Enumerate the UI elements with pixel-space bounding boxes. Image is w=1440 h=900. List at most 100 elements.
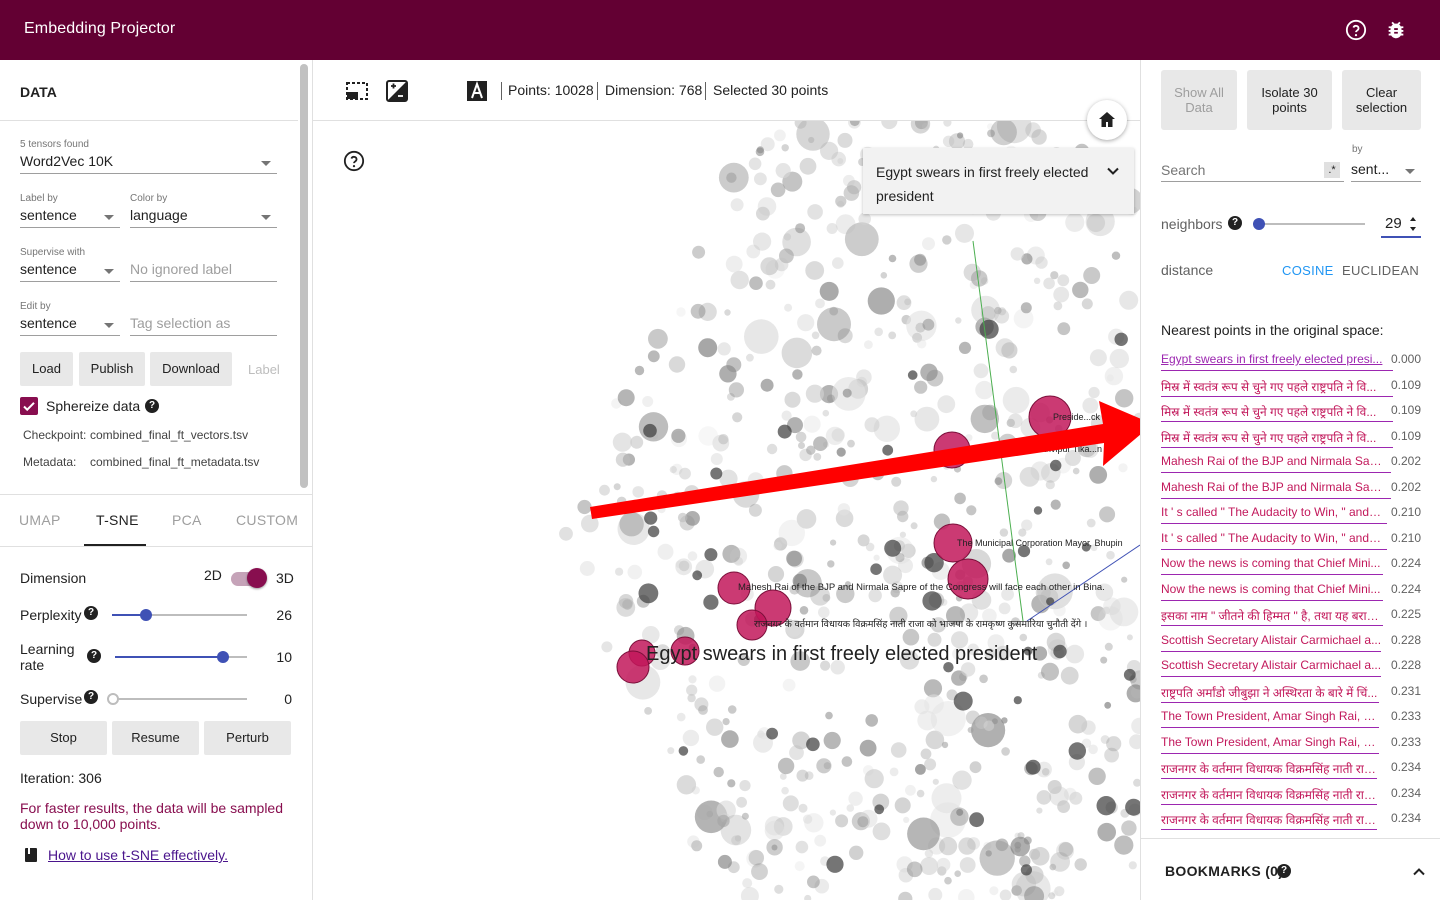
supervise-slider[interactable] <box>113 698 247 700</box>
chevron-up-icon[interactable] <box>1412 865 1426 879</box>
search-input[interactable]: Search <box>1161 160 1344 182</box>
scatter-plot[interactable]: Preside...ck O ...rthvipur Tika...n Co The… <box>313 121 1140 900</box>
contrast-icon[interactable] <box>425 79 449 103</box>
cosine-button[interactable]: COSINE <box>1282 263 1334 278</box>
select-rect-icon[interactable] <box>345 79 369 103</box>
nearest-point-row[interactable]: Now the news is coming that Chief Mini..… <box>1161 580 1421 606</box>
show-all-data-button[interactable]: Show All Data <box>1161 70 1237 130</box>
tensor-select[interactable]: Word2Vec 10K <box>20 150 277 174</box>
data-point <box>811 345 822 356</box>
tag-selection-input[interactable]: Tag selection as <box>130 312 277 336</box>
nearest-point-label[interactable]: इसका नाम " जीतने की हिम्मत " है, तथा यह … <box>1161 609 1383 623</box>
search-by-select[interactable]: sent... <box>1351 158 1421 182</box>
label-by-select[interactable]: sentence <box>20 204 120 228</box>
bookmarks-panel[interactable]: BOOKMARKS (0) ? <box>1141 838 1440 900</box>
nearest-point-label[interactable]: The Town President, Amar Singh Rai, Vi..… <box>1161 709 1383 723</box>
nearest-point-label[interactable]: Scottish Secretary Alistair Carmichael a… <box>1161 632 1382 647</box>
clear-selection-button[interactable]: Clear selection <box>1342 70 1421 130</box>
nearest-point-label[interactable]: Egypt swears in first freely elected pre… <box>1161 352 1383 366</box>
perplexity-slider[interactable] <box>112 614 247 616</box>
load-button[interactable]: Load <box>20 352 73 386</box>
tab-custom[interactable]: CUSTOM <box>236 512 299 528</box>
data-point <box>676 307 686 317</box>
nearest-point-label[interactable]: राजनगर के वर्तमान विधायक विक्रमसिंह नाती… <box>1161 762 1383 776</box>
regex-toggle[interactable]: .* <box>1324 162 1340 178</box>
publish-button[interactable]: Publish <box>79 352 145 386</box>
label-icon[interactable] <box>465 79 489 103</box>
help-icon[interactable] <box>343 150 365 172</box>
nearest-point-label[interactable]: It ' s called " The Audacity to Win, " a… <box>1161 505 1383 519</box>
stop-button[interactable]: Stop <box>20 721 107 755</box>
data-point <box>1081 738 1092 748</box>
nearest-point-row[interactable]: राष्ट्रपति अर्मांडो जीबुझा ने अस्थिरता क… <box>1161 682 1421 708</box>
bug-icon[interactable] <box>1385 19 1407 41</box>
nearest-point-row[interactable]: The Town President, Amar Singh Rai, Vi..… <box>1161 733 1421 759</box>
neighbors-slider-knob[interactable] <box>1253 218 1265 230</box>
nearest-point-row[interactable]: मिस्र में स्वतंत्र रूप से चुने गए पहले र… <box>1161 376 1421 402</box>
euclidean-button[interactable]: EUCLIDEAN <box>1342 263 1420 278</box>
selected-point-card[interactable]: Egypt swears in first freely elected pre… <box>863 148 1134 214</box>
nearest-point-row[interactable]: Scottish Secretary Alistair Carmichael a… <box>1161 631 1421 657</box>
nearest-point-row[interactable]: राजनगर के वर्तमान विधायक विक्रमसिंह नाती… <box>1161 758 1421 784</box>
help-icon[interactable]: ? <box>145 399 159 413</box>
label-button[interactable]: Label <box>248 362 280 377</box>
neighbors-input[interactable]: 29 <box>1381 212 1421 238</box>
tab-tsne[interactable]: T-SNE <box>96 512 139 528</box>
nearest-point-row[interactable]: Mahesh Rai of the BJP and Nirmala Sap...… <box>1161 478 1421 504</box>
help-icon[interactable] <box>1345 19 1367 41</box>
learning-rate-slider-knob[interactable] <box>217 651 230 663</box>
stepper-icon[interactable] <box>1408 214 1418 234</box>
night-mode-icon[interactable] <box>385 79 409 103</box>
nearest-point-row[interactable]: Now the news is coming that Chief Mini..… <box>1161 554 1421 580</box>
nearest-point-label[interactable]: मिस्र में स्वतंत्र रूप से चुने गए पहले र… <box>1161 379 1377 394</box>
nearest-point-row[interactable]: राजनगर के वर्तमान विधायक विक्रमसिंह नाती… <box>1161 784 1421 810</box>
supervise-with-select[interactable]: sentence <box>20 258 120 282</box>
tab-pca[interactable]: PCA <box>172 512 202 528</box>
help-icon[interactable]: ? <box>1228 216 1242 230</box>
perturb-button[interactable]: Perturb <box>204 721 291 755</box>
chevron-down-icon[interactable] <box>1106 164 1120 178</box>
help-icon[interactable]: ? <box>84 690 98 704</box>
sphereize-checkbox[interactable] <box>20 397 38 415</box>
neighbors-slider[interactable] <box>1259 223 1365 225</box>
nearest-point-row[interactable]: इसका नाम " जीतने की हिम्मत " है, तथा यह … <box>1161 605 1421 631</box>
nearest-point-label[interactable]: Scottish Secretary Alistair Carmichael a… <box>1161 658 1382 672</box>
nearest-point-label[interactable]: Now the news is coming that Chief Mini..… <box>1161 556 1381 570</box>
nearest-point-row[interactable]: राजनगर के वर्तमान विधायक विक्रमसिंह नाती… <box>1161 809 1421 835</box>
scrollbar[interactable] <box>300 64 308 488</box>
nearest-point-label[interactable]: It ' s called " The Audacity to Win, " a… <box>1161 530 1383 545</box>
nearest-point-label[interactable]: मिस्र में स्वतंत्र रूप से चुने गए पहले र… <box>1161 430 1377 445</box>
nearest-point-label[interactable]: मिस्र में स्वतंत्र रूप से चुने गए पहले र… <box>1161 405 1377 419</box>
nearest-point-row[interactable]: The Town President, Amar Singh Rai, Vi..… <box>1161 707 1421 733</box>
nearest-point-label[interactable]: राजनगर के वर्तमान विधायक विक्रमसिंह नाती… <box>1161 787 1383 802</box>
nearest-point-row[interactable]: मिस्र में स्वतंत्र रूप से चुने गए पहले र… <box>1161 401 1421 427</box>
help-icon[interactable]: ? <box>1277 864 1291 878</box>
nearest-point-label[interactable]: राजनगर के वर्तमान विधायक विक्रमसिंह नाती… <box>1161 813 1383 827</box>
resume-button[interactable]: Resume <box>112 721 199 755</box>
nearest-point-row[interactable]: It ' s called " The Audacity to Win, " a… <box>1161 529 1421 555</box>
nearest-point-row[interactable]: Scottish Secretary Alistair Carmichael a… <box>1161 656 1421 682</box>
nearest-point-label[interactable]: Mahesh Rai of the BJP and Nirmala Sap... <box>1161 479 1383 494</box>
ignored-label-input[interactable]: No ignored label <box>130 258 277 282</box>
nearest-point-row[interactable]: It ' s called " The Audacity to Win, " a… <box>1161 503 1421 529</box>
edit-by-select[interactable]: sentence <box>20 312 120 336</box>
supervise-slider-knob[interactable] <box>107 693 119 705</box>
nearest-point-row[interactable]: Mahesh Rai of the BJP and Nirmala Sap...… <box>1161 452 1421 478</box>
data-point <box>952 770 972 790</box>
tab-umap[interactable]: UMAP <box>19 512 61 528</box>
isolate-points-button[interactable]: Isolate 30 points <box>1247 70 1332 130</box>
nearest-point-row[interactable]: मिस्र में स्वतंत्र रूप से चुने गए पहले र… <box>1161 427 1421 453</box>
help-icon[interactable]: ? <box>84 606 98 620</box>
nearest-point-label[interactable]: राष्ट्रपति अर्मांडो जीबुझा ने अस्थिरता क… <box>1161 685 1378 700</box>
perplexity-slider-knob[interactable] <box>139 609 152 621</box>
nearest-point-label[interactable]: Mahesh Rai of the BJP and Nirmala Sap... <box>1161 454 1383 468</box>
dimension-toggle-knob[interactable] <box>247 568 267 588</box>
reset-view-button[interactable] <box>1087 100 1127 140</box>
help-icon[interactable]: ? <box>87 649 101 663</box>
color-by-select[interactable]: language <box>130 204 277 228</box>
nearest-point-label[interactable]: Now the news is coming that Chief Mini..… <box>1161 581 1381 596</box>
download-button[interactable]: Download <box>150 352 232 386</box>
tsne-help-link[interactable]: How to use t-SNE effectively. <box>48 847 228 863</box>
nearest-point-row[interactable]: Egypt swears in first freely elected pre… <box>1161 350 1421 376</box>
nearest-point-label[interactable]: The Town President, Amar Singh Rai, Vi..… <box>1161 734 1383 749</box>
